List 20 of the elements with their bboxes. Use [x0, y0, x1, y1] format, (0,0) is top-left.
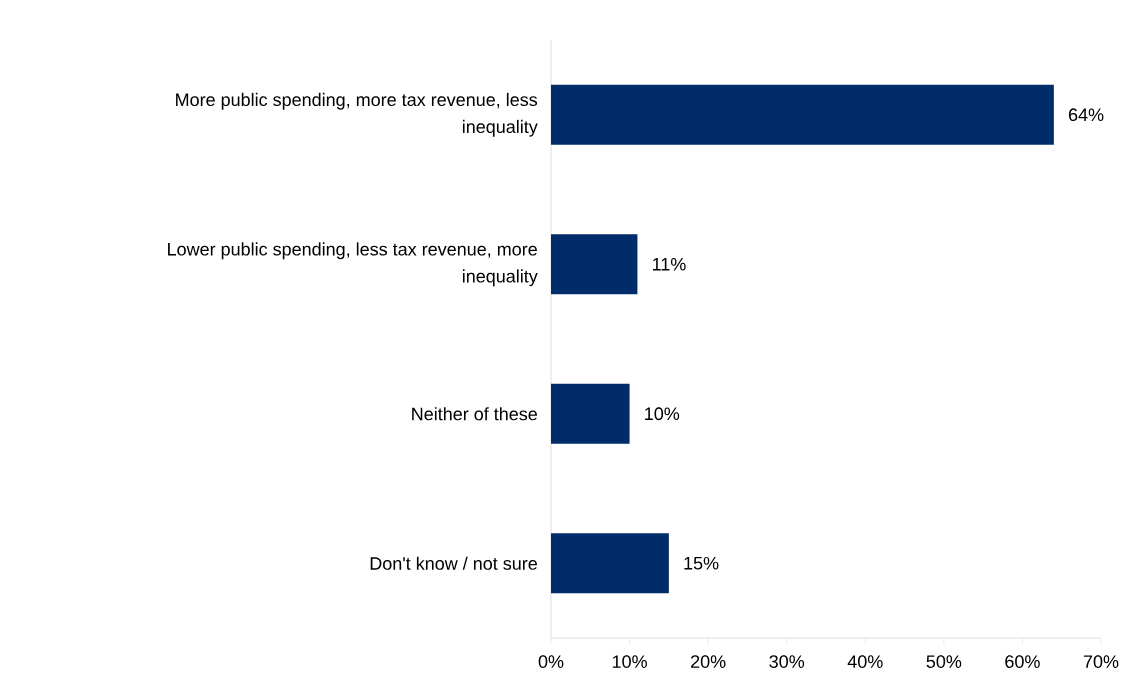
x-tick-label: 20%: [691, 655, 726, 668]
bar: [551, 84, 1054, 145]
x-tick-label: 50%: [926, 655, 962, 668]
x-tick-label: 40%: [847, 655, 883, 668]
bar: [551, 383, 630, 444]
x-tick-label: 70%: [1083, 655, 1119, 668]
x-tick-label: 60%: [1005, 655, 1040, 668]
data-label: 10%: [645, 407, 680, 421]
bar: [551, 234, 638, 295]
y-tick-label: Don't know / not sure: [370, 556, 537, 570]
y-tick-label: Neither of these: [412, 407, 537, 421]
data-label: 15%: [684, 556, 719, 570]
data-label: 11%: [652, 257, 686, 271]
y-tick-label: Lower public spending, less tax revenue, more inequality: [168, 242, 538, 287]
bar: [551, 533, 669, 594]
y-tick-label: More public spending, more tax revenue, less inequality: [176, 92, 538, 137]
x-tick-label: 30%: [769, 655, 805, 668]
data-label: 64%: [1068, 108, 1104, 122]
x-tick-label: 10%: [612, 655, 647, 668]
x-tick-label: 0%: [538, 655, 564, 668]
